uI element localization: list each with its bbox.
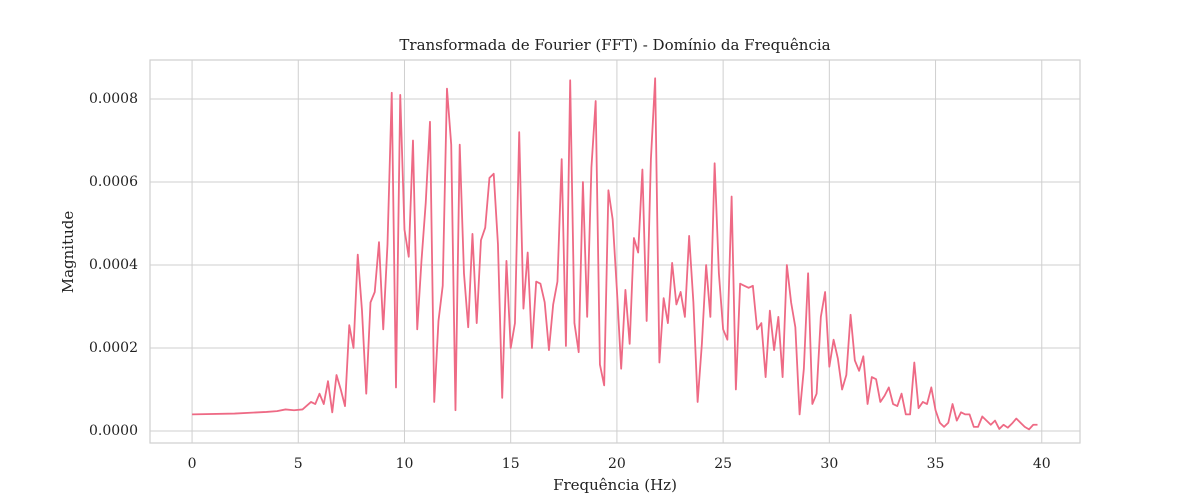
y-tick-label: 0.0004: [89, 257, 138, 273]
x-tick-label: 5: [294, 456, 303, 472]
x-tick-label: 25: [714, 456, 732, 472]
x-tick-label: 0: [188, 456, 197, 472]
x-tick-label: 20: [608, 456, 626, 472]
y-tick-label: 0.0000: [89, 423, 138, 439]
y-axis-label: Magnitude: [59, 211, 77, 294]
x-tick-label: 15: [502, 456, 520, 472]
line-series: [192, 77, 1038, 431]
chart-title: Transformada de Fourier (FFT) - Domínio …: [399, 36, 830, 54]
plot-frame: [149, 59, 1081, 444]
y-tick-label: 0.0008: [89, 91, 138, 107]
x-tick-label: 40: [1033, 456, 1051, 472]
y-tick-label: 0.0002: [89, 340, 138, 356]
x-tick-label: 30: [820, 456, 838, 472]
x-tick-label: 10: [396, 456, 414, 472]
x-tick-label: 35: [927, 456, 945, 472]
y-tick-label: 0.0006: [89, 174, 138, 190]
x-axis-label: Frequência (Hz): [553, 476, 677, 494]
